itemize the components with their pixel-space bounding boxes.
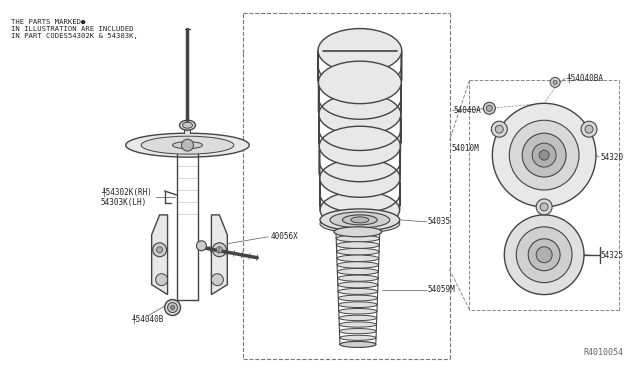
Ellipse shape — [337, 242, 380, 248]
Ellipse shape — [337, 275, 378, 281]
Circle shape — [216, 247, 222, 253]
Circle shape — [539, 150, 549, 160]
Text: 54303K(LH): 54303K(LH) — [101, 198, 147, 208]
Ellipse shape — [336, 235, 380, 242]
Circle shape — [171, 305, 175, 310]
Ellipse shape — [330, 212, 390, 228]
Ellipse shape — [319, 94, 401, 135]
Circle shape — [522, 133, 566, 177]
Ellipse shape — [319, 61, 401, 104]
Ellipse shape — [320, 159, 400, 197]
Ellipse shape — [339, 308, 377, 314]
Text: ╀54302K(RH): ╀54302K(RH) — [101, 187, 152, 197]
Ellipse shape — [173, 142, 202, 149]
Circle shape — [168, 302, 177, 312]
Text: 54010M: 54010M — [451, 144, 479, 153]
Ellipse shape — [339, 315, 377, 321]
Circle shape — [182, 139, 193, 151]
Ellipse shape — [340, 342, 376, 347]
Circle shape — [581, 121, 597, 137]
Text: ╀54040BA: ╀54040BA — [566, 74, 603, 83]
Ellipse shape — [337, 262, 379, 268]
Ellipse shape — [339, 328, 376, 334]
Circle shape — [585, 125, 593, 133]
Circle shape — [212, 243, 227, 257]
Ellipse shape — [319, 126, 401, 166]
Circle shape — [483, 102, 495, 114]
Polygon shape — [152, 215, 168, 295]
Circle shape — [164, 299, 180, 315]
Text: THE PARTS MARKED●
IN ILLUSTRATION ARE INCLUDED
IN PART CODES54302K & 54303K,: THE PARTS MARKED● IN ILLUSTRATION ARE IN… — [11, 19, 138, 39]
Text: 40056X: 40056X — [270, 232, 298, 241]
Circle shape — [536, 247, 552, 263]
Ellipse shape — [340, 341, 376, 347]
Ellipse shape — [337, 255, 379, 262]
Circle shape — [532, 143, 556, 167]
Circle shape — [509, 120, 579, 190]
Circle shape — [492, 103, 596, 207]
Ellipse shape — [336, 228, 380, 235]
Text: 54059M: 54059M — [428, 285, 455, 294]
Ellipse shape — [339, 322, 376, 327]
Ellipse shape — [338, 288, 378, 294]
Ellipse shape — [337, 269, 378, 275]
Ellipse shape — [320, 215, 400, 233]
Ellipse shape — [339, 295, 378, 301]
Circle shape — [536, 199, 552, 215]
Circle shape — [492, 121, 508, 137]
Circle shape — [486, 105, 492, 111]
Circle shape — [540, 203, 548, 211]
Circle shape — [211, 274, 223, 286]
Ellipse shape — [182, 122, 193, 128]
Polygon shape — [211, 215, 227, 295]
Circle shape — [495, 125, 503, 133]
Ellipse shape — [339, 302, 377, 308]
Ellipse shape — [338, 282, 378, 288]
Ellipse shape — [180, 120, 195, 130]
Text: ╀54040B: ╀54040B — [131, 315, 163, 324]
Ellipse shape — [125, 133, 249, 157]
Ellipse shape — [320, 209, 400, 231]
Ellipse shape — [318, 29, 402, 73]
Ellipse shape — [334, 227, 382, 237]
Circle shape — [516, 227, 572, 283]
Ellipse shape — [351, 217, 369, 223]
Text: 54035: 54035 — [428, 217, 451, 227]
Circle shape — [152, 243, 166, 257]
Circle shape — [156, 274, 168, 286]
Ellipse shape — [342, 215, 378, 225]
Ellipse shape — [340, 335, 376, 340]
Ellipse shape — [337, 248, 379, 255]
Text: 54320: 54320 — [601, 153, 624, 161]
Circle shape — [157, 247, 163, 253]
Text: 54040A: 54040A — [454, 106, 481, 115]
Circle shape — [196, 241, 207, 251]
Circle shape — [504, 215, 584, 295]
Circle shape — [550, 77, 560, 87]
Text: R4010054: R4010054 — [584, 348, 624, 357]
Circle shape — [528, 239, 560, 271]
Ellipse shape — [320, 191, 399, 228]
Circle shape — [553, 80, 557, 84]
Ellipse shape — [141, 136, 234, 154]
Text: 54325: 54325 — [601, 251, 624, 260]
